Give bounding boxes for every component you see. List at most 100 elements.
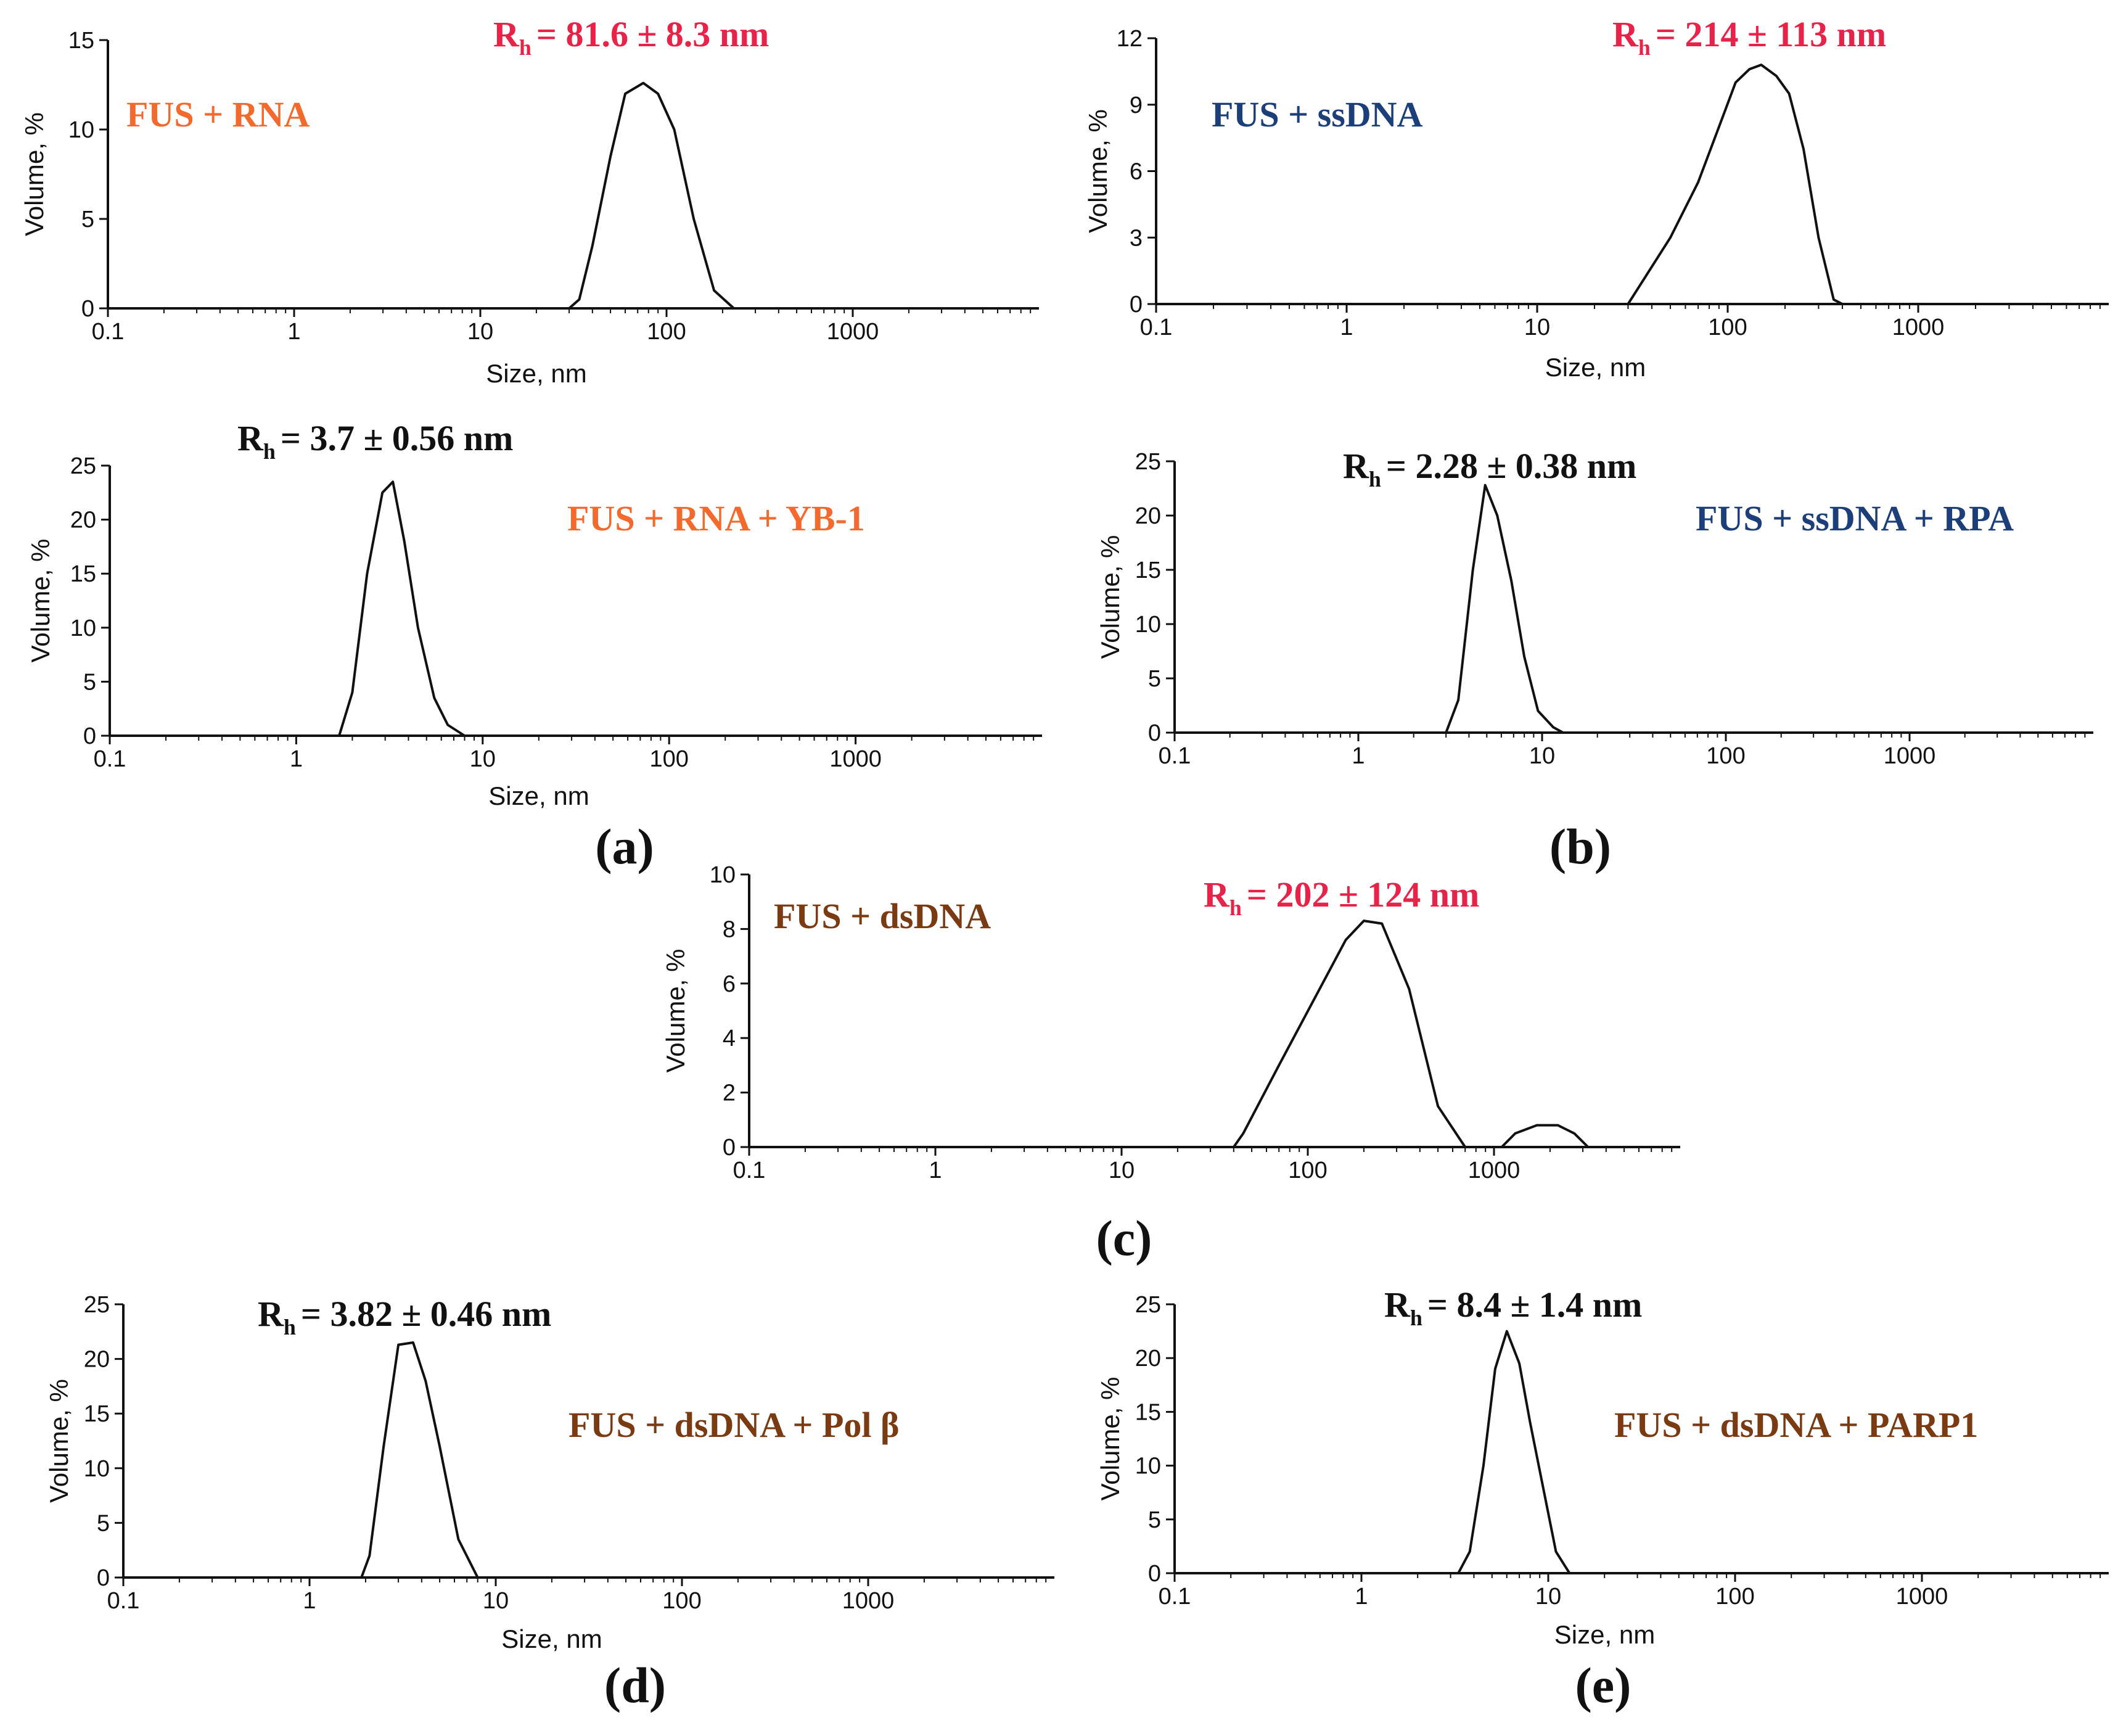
y-tick-label: 10 — [710, 862, 736, 888]
x-tick-label: 10 — [467, 319, 493, 345]
series-line — [1175, 1330, 2109, 1574]
rh-value: = 202 ± 124 nm — [1247, 874, 1479, 915]
x-axis-label: Size, nm — [486, 359, 586, 388]
sample-label: FUS + ssDNA — [1212, 94, 1423, 134]
x-tick-label: 10 — [1109, 1158, 1135, 1183]
x-axis-label: Size, nm — [1554, 1620, 1655, 1649]
series-line — [123, 1341, 1054, 1579]
x-tick-label: 1 — [1352, 743, 1365, 769]
x-tick-label: 0.1 — [1159, 743, 1191, 769]
y-tick-label: 5 — [81, 207, 94, 232]
y-tick-label: 20 — [70, 508, 96, 533]
x-tick-label: 1000 — [1892, 315, 1945, 340]
x-tick-label: 0.1 — [1140, 315, 1173, 340]
rh-value: = 81.6 ± 8.3 nm — [536, 14, 769, 54]
sample-label: FUS + RNA — [126, 94, 310, 134]
rh-subscript: h — [284, 1315, 296, 1339]
rh-value: = 214 ± 113 nm — [1656, 14, 1886, 54]
y-axis-label: Volume, % — [44, 1379, 73, 1503]
y-tick-label: 15 — [1135, 557, 1161, 583]
y-tick-label: 25 — [1135, 449, 1161, 475]
x-tick-label: 10 — [470, 746, 496, 772]
rh-subscript: h — [263, 439, 276, 464]
y-tick-label: 8 — [723, 916, 736, 942]
y-tick-label: 15 — [1135, 1399, 1161, 1425]
rh-annotation: Rh = 214 ± 113 nm — [1612, 14, 1886, 60]
y-tick-label: 0 — [723, 1135, 736, 1161]
series-line — [749, 919, 1680, 1148]
x-tick-label: 10 — [483, 1588, 509, 1614]
rh-value: = 2.28 ± 0.38 nm — [1386, 446, 1636, 486]
sample-label: FUS + dsDNA + PARP1 — [1614, 1405, 1978, 1445]
y-tick-label: 6 — [723, 971, 736, 997]
rh-symbol: R — [1204, 874, 1230, 915]
x-tick-label: 10 — [1524, 315, 1550, 340]
rh-value: = 8.4 ± 1.4 nm — [1427, 1285, 1642, 1325]
x-tick-label: 100 — [649, 746, 688, 772]
x-tick-label: 1 — [1340, 315, 1353, 340]
chart-d: 0.1 1 10 100 1000 0 5 10 15 20 25 Volume, % Size, nm… — [44, 1292, 1054, 1653]
x-axis-label: Size, nm — [501, 1624, 602, 1653]
x-tick-label: 100 — [647, 319, 686, 345]
x-tick-label: 1 — [290, 746, 303, 772]
y-tick-label: 4 — [723, 1026, 736, 1051]
x-axis-label: Size, nm — [488, 781, 589, 810]
y-tick-label: 10 — [84, 1456, 110, 1482]
y-tick-label: 12 — [1117, 26, 1143, 52]
x-tick-label: 0.1 — [92, 319, 125, 345]
sample-label: FUS + ssDNA + RPA — [1696, 498, 2014, 538]
y-tick-label: 15 — [70, 561, 96, 587]
y-tick-label: 20 — [84, 1347, 110, 1373]
rh-symbol: R — [258, 1294, 284, 1334]
x-tick-label: 0.1 — [107, 1588, 140, 1614]
panel-letter-c: (c) — [1096, 1210, 1152, 1266]
y-tick-label: 15 — [84, 1401, 110, 1427]
series-line — [1175, 483, 2093, 734]
x-tick-label: 100 — [1715, 1584, 1754, 1610]
chart-a_top: 0.1 1 10 100 1000 0 5 10 15 Volume, % Size, nm FUS … — [20, 14, 1039, 388]
y-axis-label: Volume, % — [1096, 535, 1125, 659]
y-tick-label: 20 — [1135, 503, 1161, 529]
y-axis-label: Volume, % — [20, 112, 49, 236]
x-tick-label: 1000 — [1896, 1584, 1948, 1610]
y-tick-label: 10 — [70, 615, 96, 641]
y-tick-label: 0 — [81, 296, 94, 322]
rh-annotation: Rh = 2.28 ± 0.38 nm — [1343, 446, 1636, 492]
y-tick-label: 5 — [1148, 1507, 1161, 1533]
y-tick-label: 10 — [1135, 1454, 1161, 1479]
x-tick-label: 1000 — [1468, 1158, 1521, 1183]
sample-label: FUS + dsDNA — [774, 896, 991, 936]
series-line — [110, 480, 1042, 737]
y-tick-label: 0 — [1148, 1561, 1161, 1587]
x-tick-label: 1 — [303, 1588, 316, 1614]
x-tick-label: 100 — [662, 1588, 701, 1614]
y-tick-label: 0 — [1148, 720, 1161, 746]
rh-subscript: h — [1410, 1306, 1422, 1330]
x-tick-label: 10 — [1529, 743, 1555, 769]
y-tick-label: 10 — [1135, 612, 1161, 638]
y-tick-label: 25 — [84, 1292, 110, 1318]
rh-annotation: Rh = 202 ± 124 nm — [1204, 874, 1479, 920]
x-tick-label: 1 — [1355, 1584, 1368, 1610]
chart-e: 0.1 1 10 100 1000 0 5 10 15 20 25 Volume, % Size, nm… — [1096, 1285, 2109, 1649]
y-tick-label: 20 — [1135, 1346, 1161, 1372]
x-tick-label: 10 — [1535, 1584, 1561, 1610]
rh-subscript: h — [519, 35, 532, 60]
y-axis-label: Volume, % — [26, 539, 55, 663]
rh-annotation: Rh = 81.6 ± 8.3 nm — [493, 14, 769, 60]
rh-value: = 3.7 ± 0.56 nm — [281, 418, 513, 458]
y-tick-label: 0 — [97, 1565, 110, 1591]
x-tick-label: 1000 — [827, 319, 879, 345]
x-tick-label: 100 — [1706, 743, 1745, 769]
x-tick-label: 1 — [287, 319, 300, 345]
y-tick-label: 5 — [97, 1510, 110, 1536]
rh-subscript: h — [1638, 35, 1651, 60]
rh-value: = 3.82 ± 0.46 nm — [301, 1294, 551, 1334]
y-tick-label: 15 — [68, 28, 94, 54]
x-tick-label: 1000 — [829, 746, 882, 772]
rh-annotation: Rh = 3.7 ± 0.56 nm — [237, 418, 513, 464]
rh-subscript: h — [1369, 467, 1381, 492]
sample-label: FUS + dsDNA + Pol β — [568, 1405, 900, 1445]
